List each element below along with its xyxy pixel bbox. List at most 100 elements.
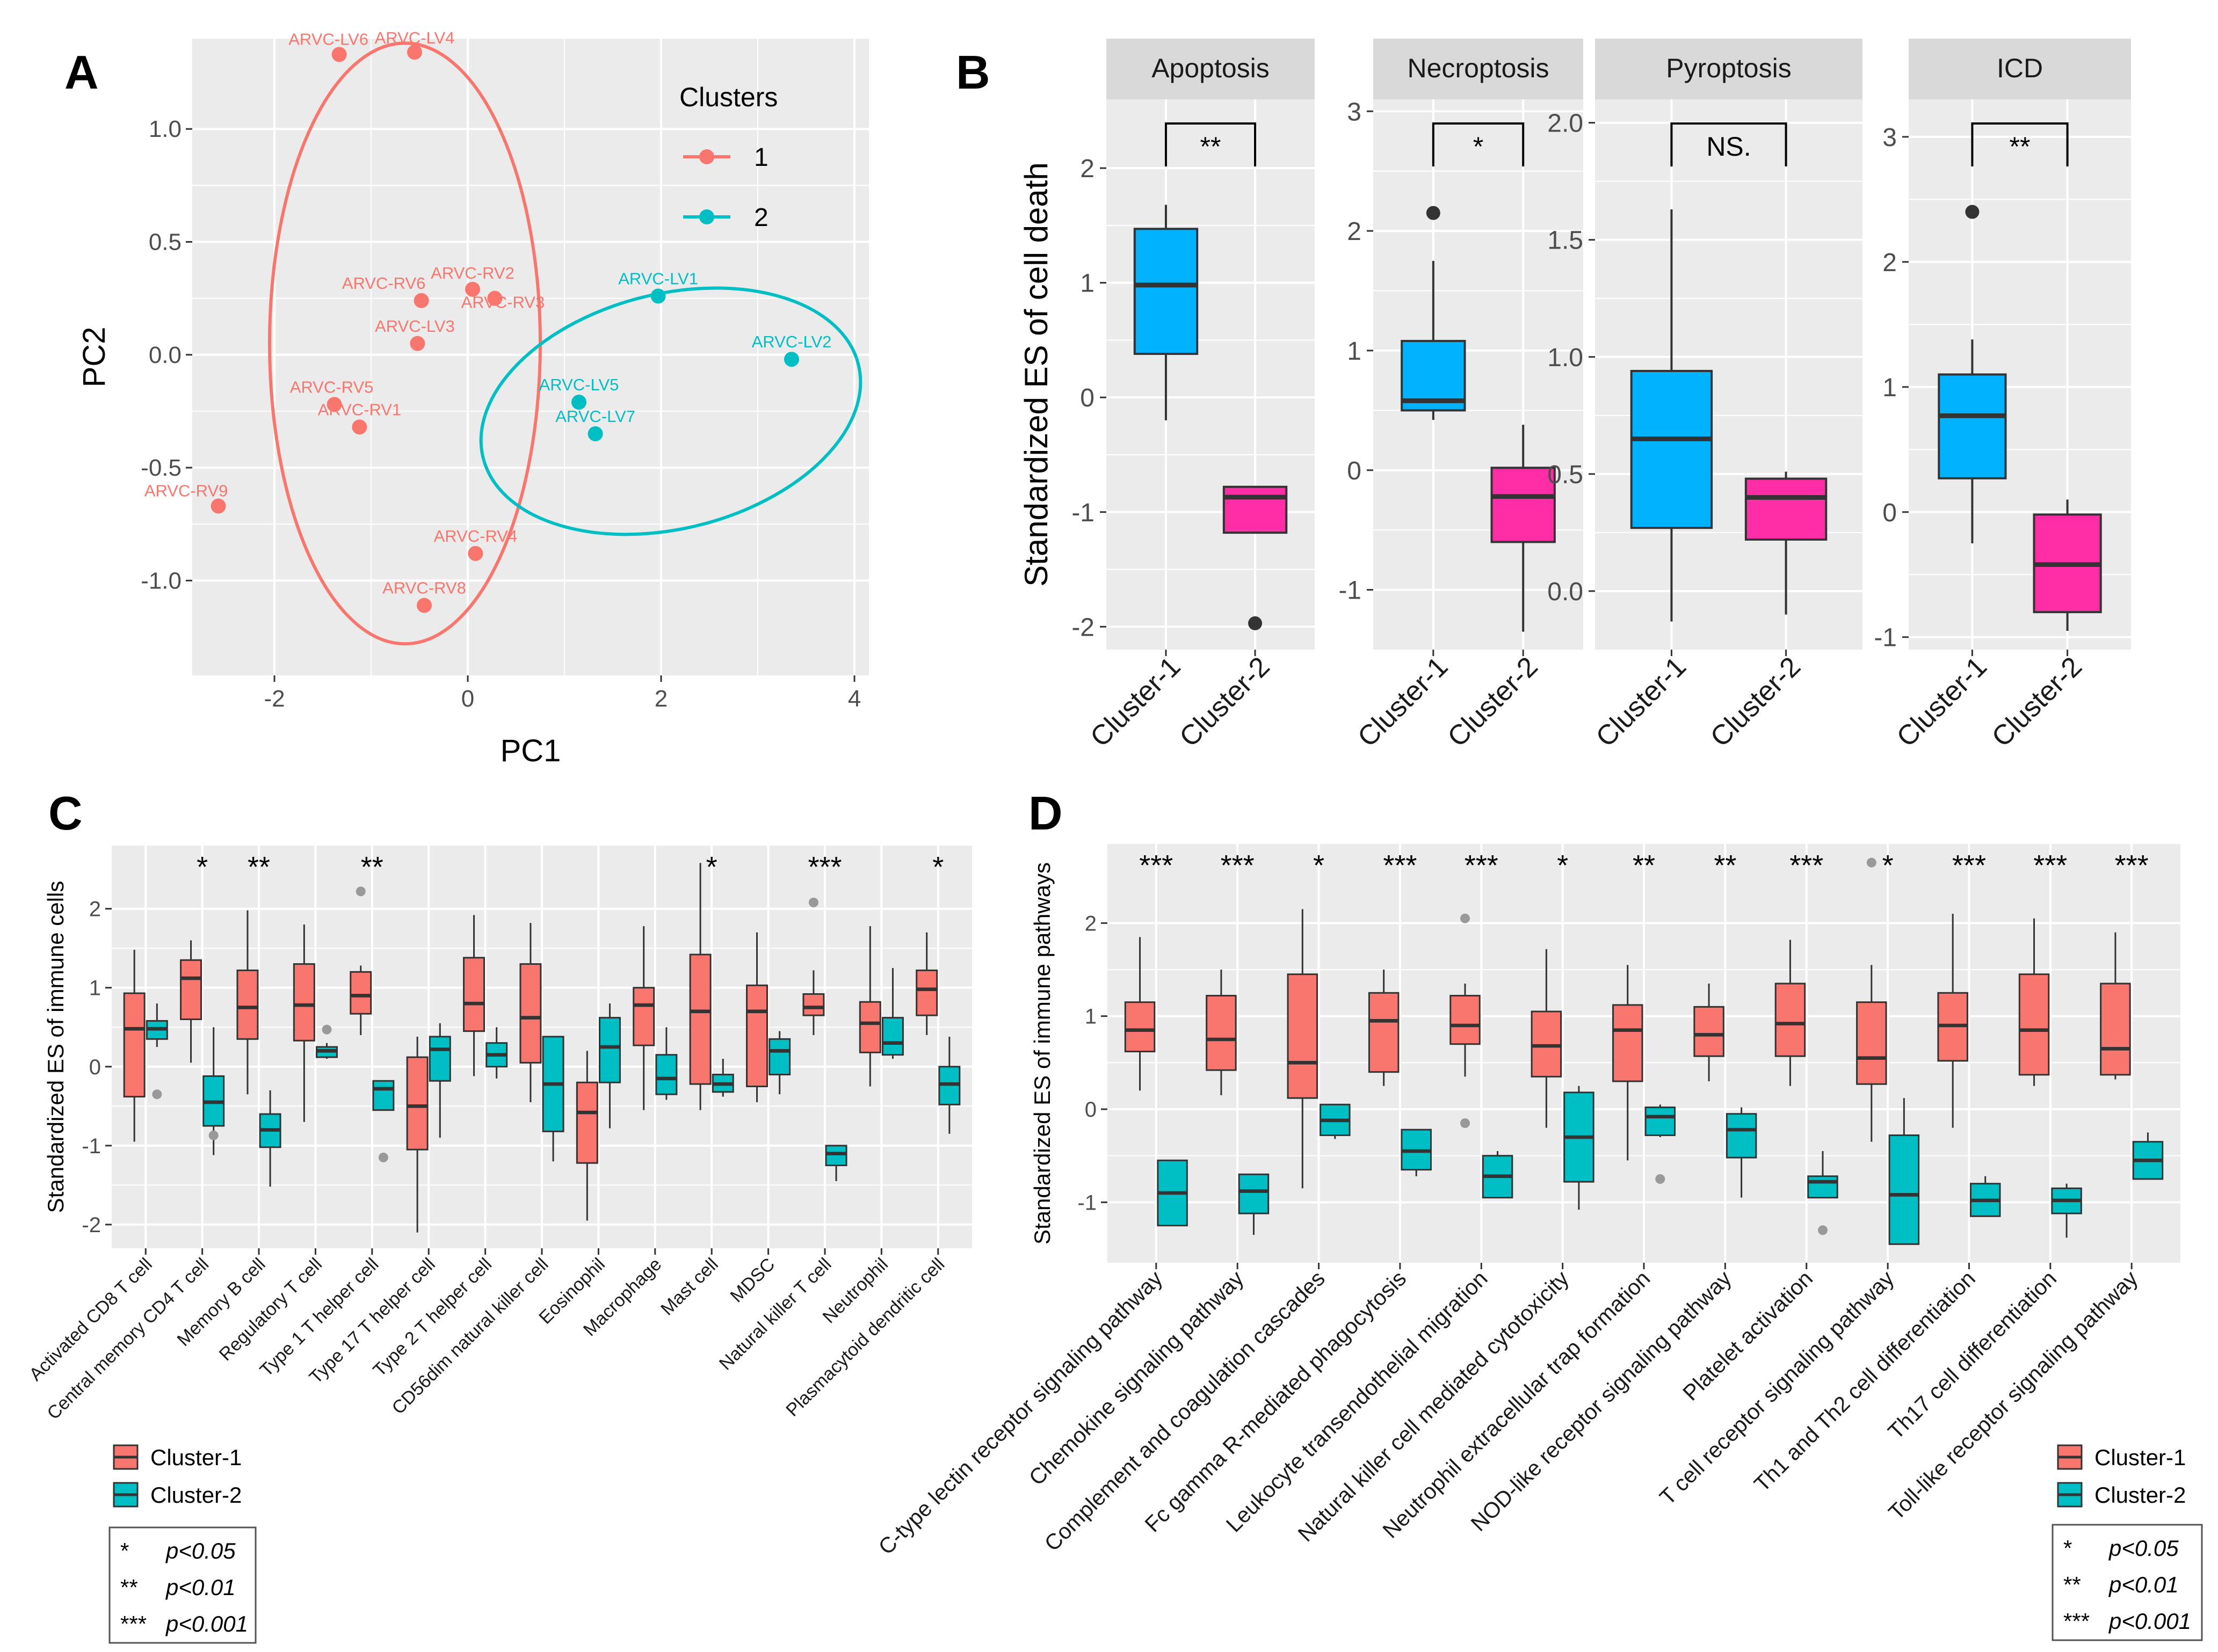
point-label: ARVC-LV4 [375,28,455,47]
x-tick-label: MDSC [727,1254,779,1307]
facet-strip [1106,39,1315,99]
x-tick-label: 2 [655,686,668,712]
y-tick-label: -1 [82,1134,101,1158]
y-tick-label: -1 [1071,499,1094,527]
significance-label: * [197,851,208,883]
x-tick-label: Cluster-1 [1590,651,1692,753]
box-outlier [356,886,366,897]
scatter-point [650,288,666,304]
y-tick-label: 2 [1347,217,1361,246]
box-iqr [180,959,202,1021]
scatter-point [417,598,432,613]
legend-title: Clusters [679,82,778,112]
facet-strip [1373,39,1583,99]
y-tick-label: 1 [1085,1005,1097,1029]
box-iqr [1222,485,1288,534]
legend-key-point [699,149,714,164]
y-tick-label: 2 [1080,155,1094,183]
y-tick-label: 2 [89,898,101,921]
significance-label: *** [1221,849,1255,882]
box-outlier [1965,205,1980,219]
x-tick-label: Th17 cell differentiation [1883,1266,2061,1444]
panel-label: A [64,46,99,99]
box-iqr [1774,983,1806,1057]
y-tick-label: 0 [89,1056,101,1079]
box-outlier [152,1089,162,1100]
significance-key-symbol: *** [2063,1609,2090,1634]
box-iqr [859,1001,881,1053]
box-iqr [372,1080,395,1111]
box-iqr [2018,973,2050,1076]
y-tick-label: 2.0 [1547,110,1583,138]
y-tick-label: 3 [1882,123,1897,152]
scatter-point [468,545,483,561]
y-tick-label: 0 [1080,384,1094,412]
x-tick-label: Mast cell [657,1254,722,1320]
x-tick-label: Cluster-1 [1084,651,1186,753]
y-axis-title: Standardized ES of immune cells [43,881,68,1213]
scatter-point [352,419,367,435]
point-label: ARVC-LV7 [555,407,635,426]
significance-key-symbol: ** [2063,1572,2081,1597]
box-outlier [1655,1174,1665,1184]
significance-key-symbol: *** [120,1611,147,1636]
x-tick-label: Natural killer T cell [715,1254,836,1374]
significance-label: *** [1465,849,1498,882]
y-axis-title: Standardized ES of cell death [1018,162,1054,587]
box-iqr [1206,995,1237,1071]
x-axis-title: PC1 [501,733,561,768]
box-iqr [350,971,372,1015]
box-outlier [322,1024,332,1035]
box-iqr [1693,1006,1724,1057]
box-iqr [825,1145,847,1167]
box-outlier [1248,616,1263,630]
significance-key [108,1526,257,1644]
y-tick-label: 0 [1882,499,1897,527]
x-tick-label: 4 [848,686,861,712]
facet-title: Pyroptosis [1666,53,1791,83]
y-tick-label: 1 [89,977,101,1000]
y-tick-label: 2 [1085,912,1097,935]
legend-key-point [699,209,714,224]
x-tick-label: Cluster-2 [1986,651,2088,753]
y-tick-label: 0.5 [1547,461,1583,489]
scatter-point [784,352,799,367]
box-iqr [881,1017,904,1056]
legend-label: Cluster-1 [2094,1445,2186,1470]
significance-key-text: p<0.01 [2108,1572,2179,1597]
significance-label: * [1473,132,1483,162]
point-label: ARVC-RV4 [434,527,518,545]
x-tick-label: Cluster-2 [1173,651,1275,753]
y-tick-label: -1 [1338,577,1361,605]
box-iqr [1888,1134,1920,1245]
scatter-point [211,498,226,514]
legend-label: 1 [754,143,769,172]
scatter-point [571,395,586,410]
facet-strip [1595,39,1862,99]
panel-label: C [48,787,83,840]
box-iqr [1133,228,1199,355]
point-label: ARVC-LV6 [288,30,368,48]
box-iqr [689,954,712,1085]
box-iqr [769,1038,791,1075]
significance-bracket [1670,122,1787,166]
y-tick-label: -1 [1874,624,1897,652]
panel-b-faceted-boxplots: Standardized ES of cell death Apoptosis -2… [1018,39,2131,753]
box-iqr [655,1054,678,1095]
y-tick-label: 3 [1347,98,1361,126]
box-outlier [1866,857,1876,868]
y-tick-label: -0.5 [141,455,182,481]
box-outlier [378,1152,388,1162]
significance-label: NS. [1706,132,1751,162]
box-outlier [208,1130,219,1140]
box-iqr [1287,973,1318,1099]
y-tick-label: -1 [1077,1191,1097,1214]
y-tick-label: -1.0 [141,567,182,594]
scatter-point [487,290,503,306]
x-tick-label: Cluster-1 [1352,651,1454,753]
box-iqr [1938,373,2007,479]
significance-label: ** [1633,849,1655,882]
scatter-point [410,336,425,351]
